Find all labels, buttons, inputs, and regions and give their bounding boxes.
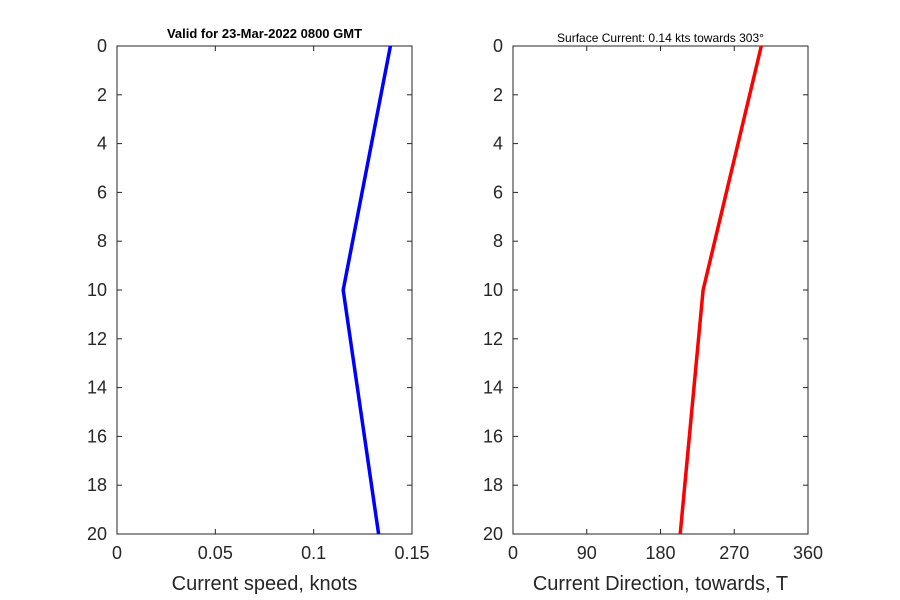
y-tick-label: 16: [87, 426, 107, 446]
x-tick-label: 0: [508, 543, 518, 563]
y-tick-label: 6: [493, 182, 503, 202]
y-tick-label: 4: [97, 134, 107, 154]
x-tick-label: 360: [793, 543, 823, 563]
x-tick-label: 90: [577, 543, 597, 563]
axes-box: [512, 45, 809, 535]
chart-title: Surface Current: 0.14 kts towards 303°: [557, 31, 764, 45]
x-axis-label: Current Direction, towards, T: [533, 573, 788, 595]
y-tick-label: 10: [87, 280, 107, 300]
x-tick-label: 0.05: [198, 543, 233, 563]
y-tick-label: 18: [483, 475, 503, 495]
y-tick-label: 8: [97, 231, 107, 251]
y-tick-label: 14: [483, 378, 503, 398]
y-tick-label: 0: [97, 36, 107, 56]
y-tick-label: 8: [493, 231, 503, 251]
y-tick-label: 4: [493, 134, 503, 154]
series-line-0: [341, 45, 393, 535]
chart-title: Valid for 23-Mar-2022 0800 GMT: [167, 26, 362, 41]
series-line-0: [678, 45, 764, 535]
x-tick-label: 0: [112, 543, 122, 563]
x-axis-label: Current speed, knots: [172, 573, 358, 595]
axes-box: [116, 45, 413, 535]
x-tick-label: 0.15: [394, 543, 429, 563]
x-tick-label: 180: [645, 543, 675, 563]
y-tick-label: 12: [87, 329, 107, 349]
y-tick-label: 2: [493, 85, 503, 105]
y-tick-label: 10: [483, 280, 503, 300]
y-tick-label: 6: [97, 182, 107, 202]
y-tick-label: 0: [493, 36, 503, 56]
x-tick-label: 270: [719, 543, 749, 563]
y-tick-label: 14: [87, 378, 107, 398]
y-tick-label: 12: [483, 329, 503, 349]
y-tick-label: 20: [483, 524, 503, 544]
x-tick-label: 0.1: [301, 543, 326, 563]
y-tick-label: 16: [483, 426, 503, 446]
y-tick-label: 20: [87, 524, 107, 544]
y-tick-label: 2: [97, 85, 107, 105]
y-tick-label: 18: [87, 475, 107, 495]
